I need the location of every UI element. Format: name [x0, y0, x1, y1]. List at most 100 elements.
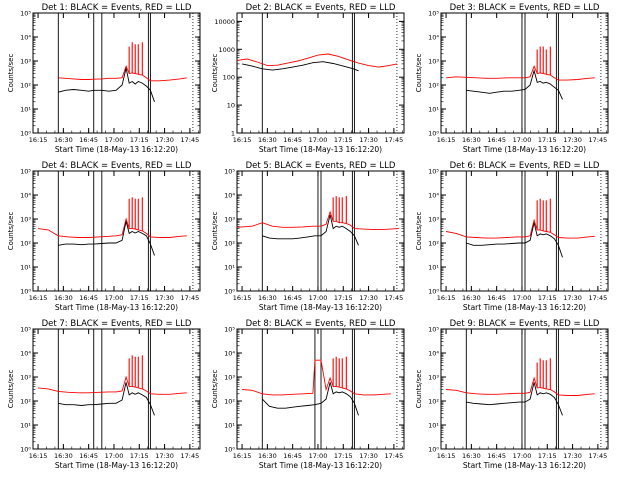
y-tick-label: 10¹ — [428, 264, 439, 272]
x-axis-label: Start Time (18-May-13 16:12:20) — [463, 461, 586, 470]
y-tick-label: 10⁵ — [428, 326, 439, 334]
y-axis-label: Counts/sec — [211, 370, 219, 409]
x-tick-label: 16:15 — [233, 452, 252, 460]
series-events-line — [242, 61, 359, 72]
series-events-line — [466, 222, 563, 258]
chart-panel-6: Det 6: BLACK = Events, RED = LLD Counts/s… — [415, 161, 609, 312]
plot-frame — [32, 170, 201, 292]
series-events-line — [466, 68, 563, 100]
y-tick-label: 10⁵ — [20, 10, 31, 18]
series-lld-line — [236, 210, 399, 231]
x-tick-label: 17:15 — [538, 136, 557, 144]
chart-title: Det 1: BLACK = Events, RED = LLD — [42, 3, 192, 13]
series-events-line — [261, 382, 359, 416]
x-tick-label: 17:45 — [385, 136, 404, 144]
y-tick-label: 10¹ — [20, 264, 31, 272]
y-tick-label: 10⁵ — [224, 326, 235, 334]
chart-panel-9: Det 9: BLACK = Events, RED = LLD Counts/s… — [415, 319, 609, 470]
plot-frame — [236, 12, 405, 134]
series-lld-line — [242, 359, 391, 396]
y-tick-label: 10² — [224, 240, 235, 248]
plot-frame — [440, 170, 609, 292]
series-lld-line — [236, 53, 397, 68]
x-tick-label: 17:45 — [589, 452, 608, 460]
y-tick-label: 10² — [224, 398, 235, 406]
y-tick-label: 10⁴ — [224, 350, 235, 358]
plot-frame — [440, 12, 609, 134]
series-events-line — [262, 214, 359, 246]
x-tick-label: 16:45 — [487, 136, 506, 144]
x-axis-label: Start Time (18-May-13 16:12:20) — [55, 145, 178, 154]
y-tick-label: 10⁵ — [20, 168, 31, 176]
chart-panel-8: Det 8: BLACK = Events, RED = LLD Counts/s… — [211, 319, 405, 470]
y-tick-label: 10³ — [224, 216, 235, 224]
x-tick-label: 17:00 — [309, 294, 328, 302]
y-tick-label: 10⁴ — [428, 350, 439, 358]
y-tick-label: 10⁵ — [428, 168, 439, 176]
series-events-line — [58, 68, 155, 102]
y-tick-label: 10⁵ — [20, 326, 31, 334]
y-tick-label: 1 — [231, 130, 235, 138]
x-tick-label: 17:00 — [513, 452, 532, 460]
y-tick-label: 10⁴ — [20, 34, 31, 42]
y-tick-label: 10⁵ — [428, 10, 439, 18]
y-tick-label: 10⁰ — [428, 446, 439, 454]
x-tick-label: 16:30 — [462, 452, 481, 460]
x-tick-label: 17:30 — [563, 136, 582, 144]
series-lld-line — [38, 375, 187, 395]
y-tick-label: 1000 — [218, 46, 235, 54]
x-axis-label: Start Time (18-May-13 16:12:20) — [463, 303, 586, 312]
x-axis-label: Start Time (18-May-13 16:12:20) — [259, 145, 382, 154]
y-tick-label: 10⁵ — [224, 168, 235, 176]
y-axis-label: Counts/sec — [415, 212, 423, 251]
chart-title: Det 5: BLACK = Events, RED = LLD — [246, 161, 396, 171]
x-tick-label: 17:15 — [334, 452, 353, 460]
series-events-line — [58, 382, 155, 416]
x-tick-label: 17:00 — [309, 452, 328, 460]
y-tick-label: 10¹ — [224, 264, 235, 272]
x-tick-label: 17:15 — [130, 136, 149, 144]
y-tick-label: 10⁴ — [428, 34, 439, 42]
plot-frame — [32, 12, 201, 134]
x-tick-label: 17:30 — [155, 452, 174, 460]
y-tick-label: 10³ — [20, 216, 31, 224]
x-tick-label: 17:30 — [563, 294, 582, 302]
y-tick-label: 10⁴ — [20, 192, 31, 200]
chart-title: Det 8: BLACK = Events, RED = LLD — [246, 319, 396, 329]
x-tick-label: 16:30 — [462, 136, 481, 144]
x-tick-label: 16:45 — [283, 136, 302, 144]
y-tick-label: 10³ — [428, 216, 439, 224]
series-events-line — [466, 382, 563, 416]
y-tick-label: 10² — [428, 240, 439, 248]
x-tick-label: 16:45 — [283, 452, 302, 460]
y-tick-label: 10² — [20, 398, 31, 406]
x-tick-label: 17:45 — [589, 294, 608, 302]
chart-panel-1: Det 1: BLACK = Events, RED = LLD Counts/s… — [7, 3, 201, 154]
y-tick-label: 10⁰ — [224, 288, 235, 296]
x-tick-label: 17:45 — [385, 452, 404, 460]
chart-panel-5: Det 5: BLACK = Events, RED = LLD Counts/s… — [211, 161, 405, 312]
x-tick-label: 16:15 — [233, 294, 252, 302]
x-tick-label: 17:00 — [309, 136, 328, 144]
x-tick-label: 16:30 — [54, 452, 73, 460]
y-tick-label: 10⁰ — [20, 130, 31, 138]
x-tick-label: 16:15 — [233, 136, 252, 144]
x-tick-label: 17:00 — [513, 294, 532, 302]
x-tick-label: 16:15 — [437, 452, 456, 460]
y-tick-label: 10² — [20, 240, 31, 248]
x-axis-label: Start Time (18-May-13 16:12:20) — [259, 303, 382, 312]
y-tick-label: 10² — [20, 82, 31, 90]
x-tick-label: 16:30 — [54, 294, 73, 302]
y-axis-label: Counts/sec — [7, 370, 15, 409]
plot-frame — [236, 170, 405, 292]
series-lld-line — [446, 65, 595, 81]
x-tick-label: 17:30 — [155, 136, 174, 144]
y-tick-label: 10³ — [428, 58, 439, 66]
x-tick-label: 17:30 — [155, 294, 174, 302]
chart-title: Det 9: BLACK = Events, RED = LLD — [450, 319, 600, 329]
x-axis-label: Start Time (18-May-13 16:12:20) — [259, 461, 382, 470]
plot-frame — [236, 328, 405, 450]
chart-panel-3: Det 3: BLACK = Events, RED = LLD Counts/s… — [415, 3, 609, 154]
y-axis-label: Counts/sec — [7, 54, 15, 93]
chart-title: Det 6: BLACK = Events, RED = LLD — [450, 161, 600, 171]
